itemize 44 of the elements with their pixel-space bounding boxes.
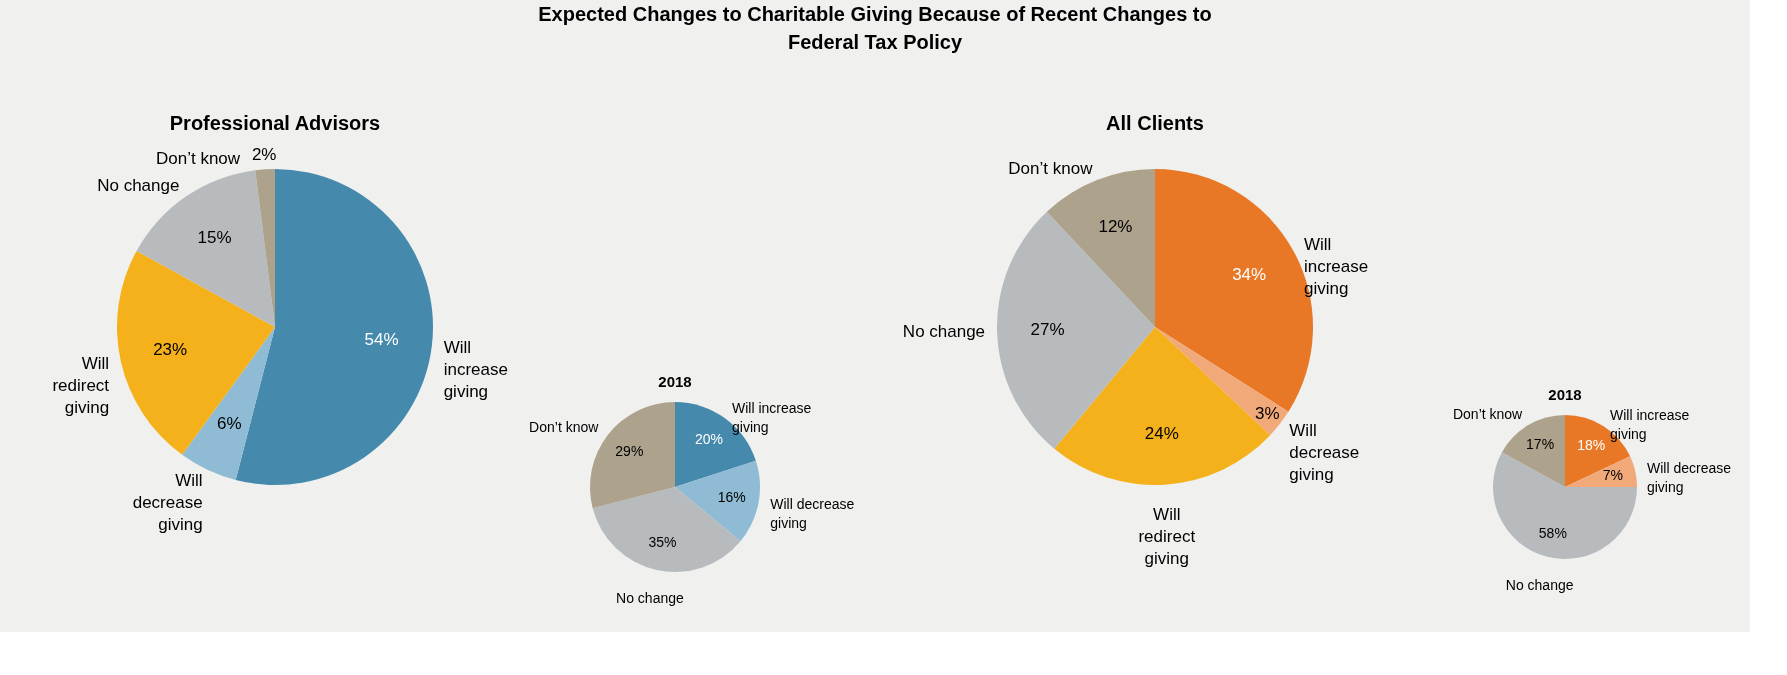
data-label: 3%: [1255, 404, 1280, 424]
data-label: 7%: [1602, 467, 1623, 484]
data-label: 18%: [1577, 436, 1606, 453]
slice-label: Don’t know: [1452, 405, 1524, 422]
slice-label: Will redirect giving: [1138, 504, 1196, 568]
slice-label: Will decrease giving: [770, 496, 855, 532]
text: Expected Changes to Charitable Giving Because of Recent Changes to Federal Tax Policy: [538, 3, 1212, 53]
pie-slice: [1493, 452, 1637, 559]
slice-label: Will increase giving: [443, 338, 508, 402]
data-label: 6%: [216, 414, 242, 434]
chart-title: 2018: [658, 373, 692, 390]
slice-label: Will increase giving: [732, 399, 812, 435]
chart-subtitle: Professional Advisors: [169, 112, 381, 134]
pie-slice: [675, 460, 760, 542]
data-label: 23%: [153, 340, 188, 360]
slice-label: No change: [902, 322, 986, 342]
data-label: 35%: [648, 534, 677, 551]
slice-label: Don’t know: [155, 149, 241, 168]
data-label: 17%: [1526, 435, 1555, 452]
data-label: 20%: [694, 431, 723, 448]
slice-label: Don’t know: [1008, 158, 1094, 178]
slice-label: Will decrease giving: [1646, 459, 1732, 495]
slice-label: Will increase giving: [1610, 407, 1690, 443]
slice-label: No change: [1505, 576, 1574, 593]
data-label: 2%: [251, 145, 277, 165]
slice-label: Will redirect giving: [52, 354, 110, 418]
chart-title: 2018: [1548, 386, 1582, 403]
slice-label: Will decrease giving: [1289, 421, 1360, 485]
data-label: 34%: [1232, 265, 1267, 285]
pie-slice: [117, 250, 275, 455]
chart-title: All Clients: [1106, 112, 1204, 134]
data-label: 58%: [1538, 525, 1567, 542]
data-label: 54%: [364, 330, 399, 350]
slice-label: No change: [97, 176, 180, 196]
slice-label: No change: [616, 590, 684, 607]
data-label: 24%: [1144, 424, 1179, 444]
data-label: 29%: [615, 442, 644, 459]
slice-label: Don’t know: [529, 418, 600, 435]
slice-label: Will decrease giving: [132, 470, 203, 534]
data-label: 15%: [197, 228, 232, 248]
pie-slice: [1565, 456, 1637, 487]
data-label: 16%: [717, 488, 746, 505]
data-label: 12%: [1098, 217, 1133, 237]
data-label: 27%: [1030, 320, 1065, 340]
